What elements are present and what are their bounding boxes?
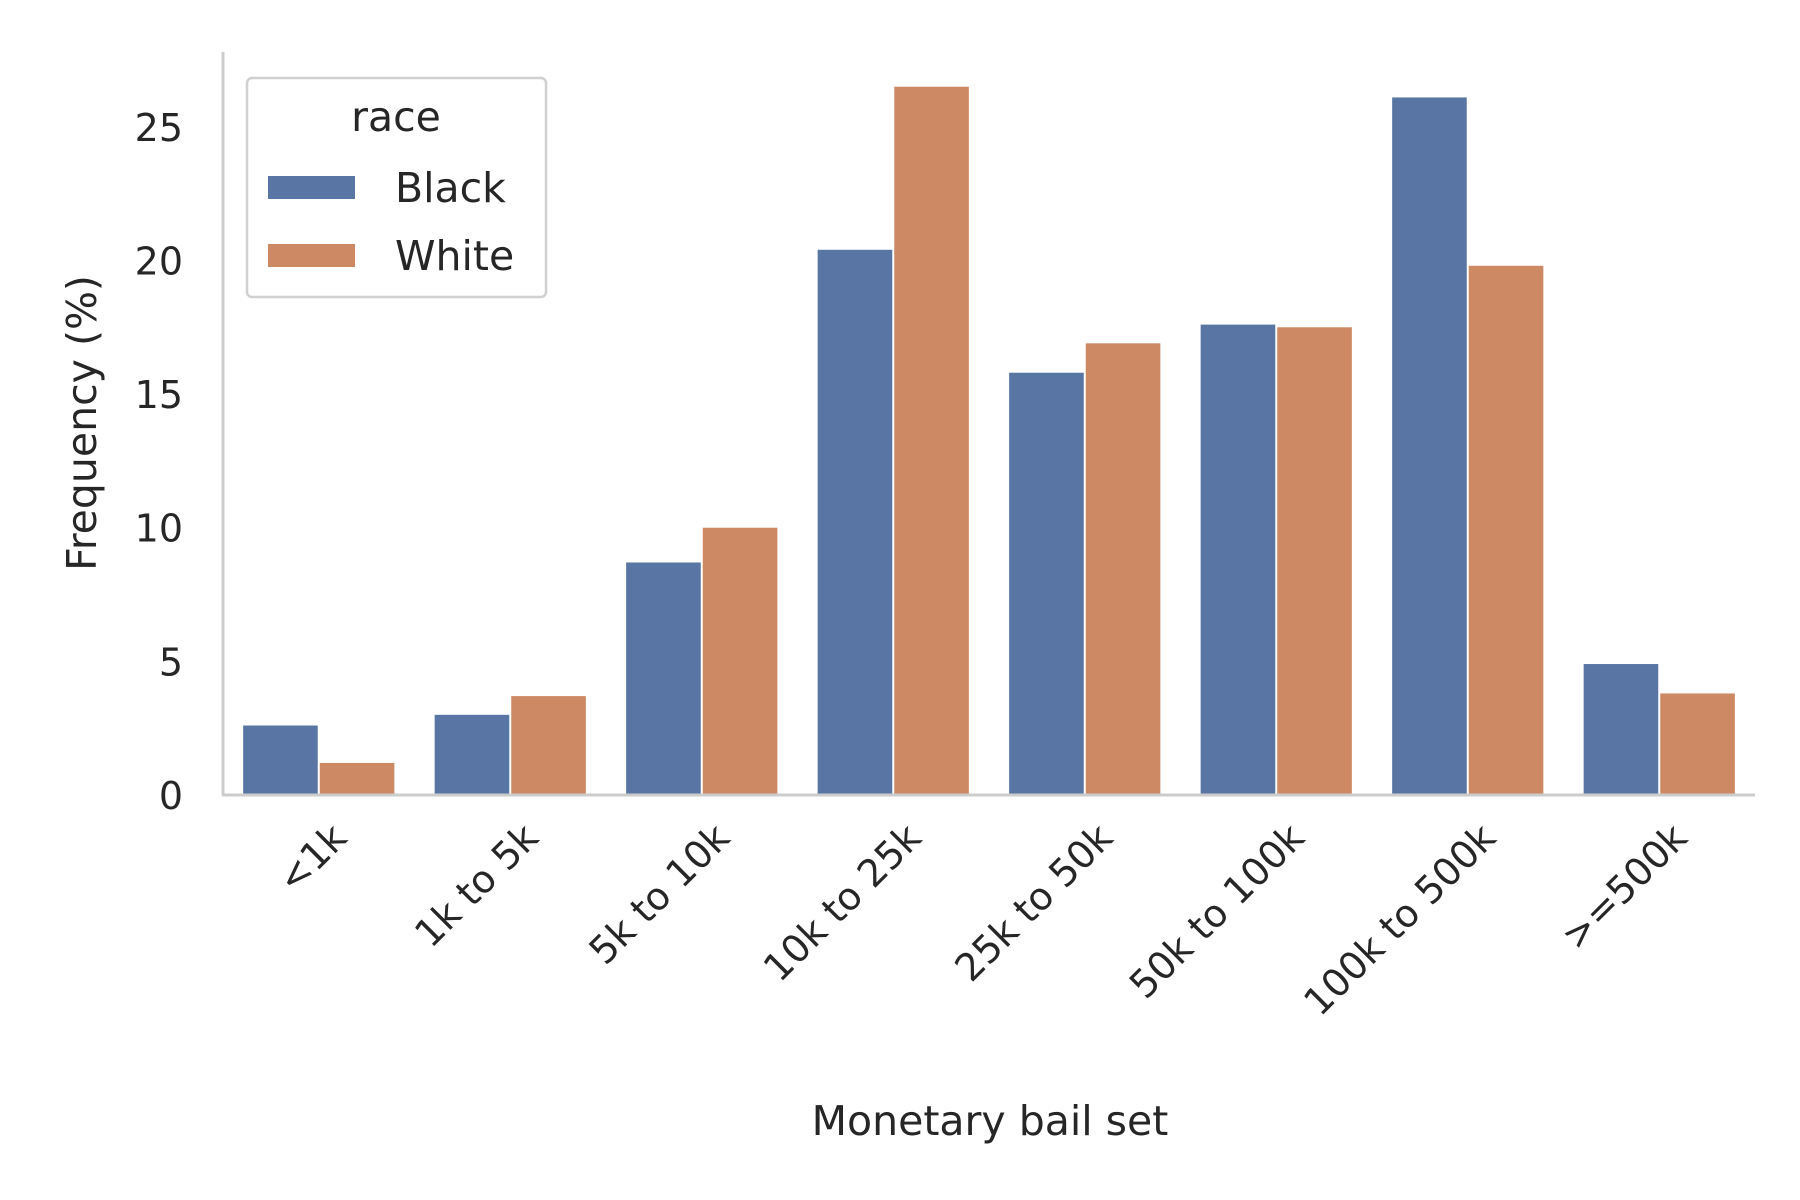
legend: race Black White <box>245 76 548 299</box>
legend-frame <box>245 76 548 299</box>
x-tick-label: 10k to 25k <box>755 815 930 990</box>
bar-white-1 <box>511 696 586 795</box>
y-tick-label: 5 <box>159 640 183 684</box>
y-tick-label: 25 <box>135 106 183 150</box>
legend-swatch-white <box>268 244 355 267</box>
x-axis-label: Monetary bail set <box>812 1097 1169 1145</box>
bars-group <box>243 86 1735 796</box>
bar-black-3 <box>817 249 893 795</box>
x-ticks-group: <1k 1k to 5k 5k to 10k 10k to 25k 25k to 50k… <box>269 815 1696 1024</box>
x-tick-label: 100k to 500k <box>1295 815 1504 1024</box>
x-tick-label: 5k to 10k <box>581 815 739 973</box>
bar-black-6 <box>1392 97 1467 795</box>
bar-black-1 <box>434 714 510 795</box>
y-ticks-group: 0 5 10 15 20 25 <box>135 106 183 818</box>
x-tick-label: 25k to 50k <box>946 815 1121 990</box>
bar-white-6 <box>1468 265 1544 795</box>
x-tick-label: <1k <box>269 815 355 901</box>
bar-white-2 <box>702 527 778 795</box>
y-tick-label: 0 <box>159 774 183 818</box>
x-tick-label: 50k to 100k <box>1121 815 1313 1007</box>
x-tick-label: 1k to 5k <box>406 815 546 955</box>
bar-white-3 <box>894 86 969 796</box>
bar-white-0 <box>319 762 395 795</box>
x-tick-label: >=500k <box>1553 815 1696 958</box>
legend-label-white: White <box>395 232 514 280</box>
bar-black-5 <box>1200 324 1276 795</box>
bar-white-5 <box>1277 327 1352 795</box>
bar-black-2 <box>626 562 701 795</box>
legend-swatch-black <box>268 176 355 199</box>
legend-label-black: Black <box>395 164 506 212</box>
y-tick-label: 20 <box>135 239 183 283</box>
legend-title: race <box>351 93 441 141</box>
y-axis-label: Frequency (%) <box>58 275 106 571</box>
bar-black-7 <box>1583 664 1659 795</box>
y-tick-label: 15 <box>135 373 183 417</box>
y-tick-label: 10 <box>135 507 183 551</box>
bar-white-7 <box>1660 693 1735 795</box>
bar-white-4 <box>1085 343 1161 795</box>
bar-black-4 <box>1009 372 1084 795</box>
bar-black-0 <box>243 725 318 795</box>
